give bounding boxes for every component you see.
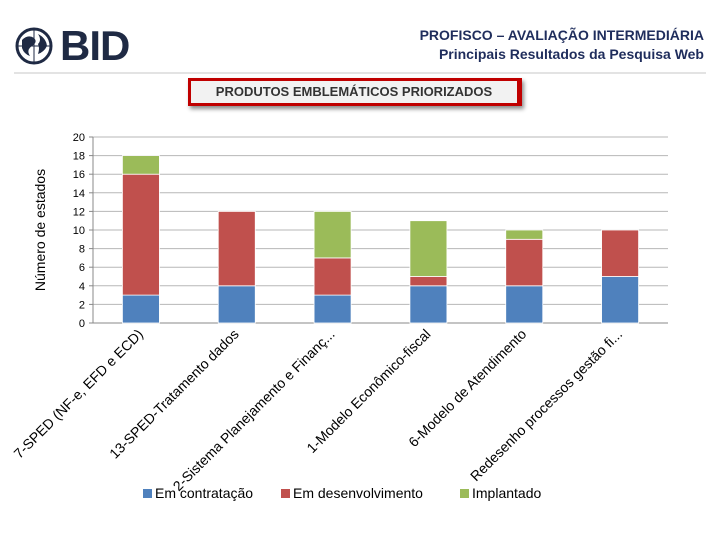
legend-swatch <box>460 489 469 498</box>
logo-text: BID <box>60 22 130 69</box>
bar-segment <box>217 210 256 287</box>
y-tick-label: 12 <box>73 206 85 218</box>
x-tick-label: Redesenho processos gestão fi... <box>467 326 625 484</box>
page-title: PROFISCO – AVALIAÇÃO INTERMEDIÁRIA <box>419 27 704 43</box>
bar-segment <box>409 220 448 277</box>
y-axis-title: Número de estados <box>32 169 48 291</box>
bar-segment <box>313 294 352 324</box>
header: PROFISCO – AVALIAÇÃO INTERMEDIÁRIA Princ… <box>420 26 704 64</box>
legend-swatch <box>143 489 152 498</box>
y-tick-label: 16 <box>73 169 85 181</box>
y-tick-label: 6 <box>79 262 85 274</box>
legend-label: Em contratação <box>155 485 253 501</box>
bar-segment <box>409 285 448 324</box>
bar-segment <box>505 229 544 240</box>
y-tick-label: 2 <box>79 299 85 311</box>
bar-segment <box>217 285 256 324</box>
section-banner-label: PRODUTOS EMBLEMÁTICOS PRIORIZADOS <box>191 81 517 103</box>
bar-segment <box>122 173 160 296</box>
page-subtitle: Principais Resultados da Pesquisa Web <box>438 46 704 62</box>
bar-segment <box>313 210 352 259</box>
y-tick-label: 10 <box>73 225 85 237</box>
x-tick-label: 2-Sistema Planejamento e Finanç... <box>170 326 338 494</box>
y-tick-label: 8 <box>79 244 85 256</box>
legend-swatch <box>281 489 290 498</box>
y-tick-label: 14 <box>73 188 85 200</box>
y-tick-label: 4 <box>79 281 85 293</box>
legend-label: Em desenvolvimento <box>293 485 423 501</box>
y-tick-label: 18 <box>73 151 85 163</box>
bar-segment <box>409 276 448 287</box>
section-banner: PRODUTOS EMBLEMÁTICOS PRIORIZADOS <box>188 78 522 106</box>
header-divider <box>14 72 706 74</box>
legend-label: Implantado <box>472 485 541 501</box>
bar-segment <box>313 257 352 296</box>
bar-segment <box>601 229 639 277</box>
y-tick-label: 20 <box>73 132 85 144</box>
bar-segment <box>505 238 544 287</box>
y-tick-label: 0 <box>79 318 85 330</box>
bid-logo: BID <box>14 22 130 70</box>
globe-icon <box>15 27 53 65</box>
bar-segment <box>505 285 544 324</box>
bar-segment <box>122 294 160 324</box>
bar-segment <box>601 276 639 324</box>
bar-segment <box>122 155 160 175</box>
